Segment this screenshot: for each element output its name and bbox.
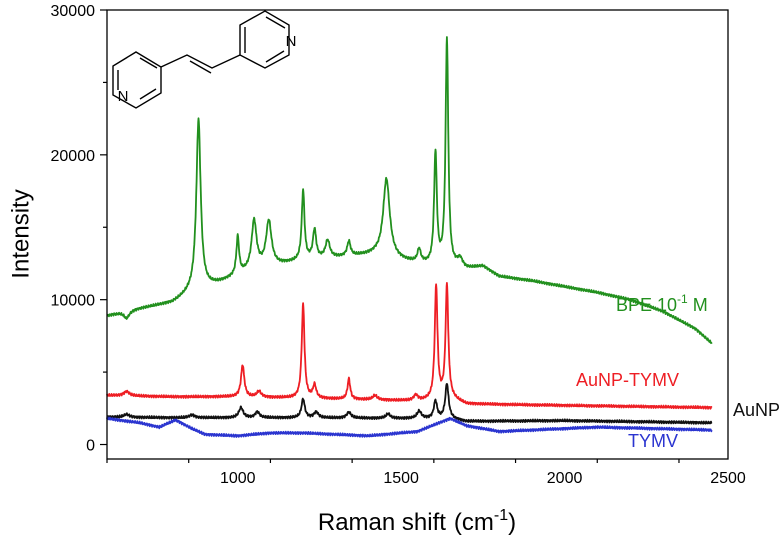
x-tick-label: 1500: [383, 470, 419, 487]
series-line-3: [106, 416, 713, 438]
y-tick-label: 0: [86, 438, 95, 455]
ring-right-double-bonds: [244, 16, 286, 63]
pyridine-ring-right: [239, 10, 290, 69]
x-axis-title-main: Raman shift: [318, 509, 446, 536]
x-axis-unit-close: ): [508, 509, 516, 536]
y-tick-label: 10000: [51, 293, 96, 310]
series-line-1: [106, 282, 713, 410]
axis-ticks: [100, 9, 680, 463]
series-line-0: [106, 36, 713, 345]
series-line-2: [106, 383, 713, 425]
bpe-structure: [112, 10, 290, 109]
ring-left-double-bonds: [117, 57, 158, 100]
x-tick-label: 1000: [220, 470, 256, 487]
x-tick-label: 2500: [710, 470, 746, 487]
y-tick-label: 30000: [51, 3, 96, 20]
series-label-aunp-tymv: AuNP-TYMV: [576, 370, 679, 390]
axis-tick-labels: 1000 1500 2000 2500 0 10000 20000 30000: [51, 3, 746, 487]
spectra-lines: [106, 36, 713, 438]
plot-area-frame: [106, 9, 729, 460]
atom-label-n-right: N: [286, 33, 297, 50]
atom-label-n-left: N: [118, 88, 129, 105]
series-label-bpe-main: BPE 10: [616, 295, 677, 315]
y-axis-title: Intensity: [7, 189, 34, 278]
series-label-tymv: TYMV: [628, 431, 678, 451]
series-label-bpe-exponent: -1: [677, 292, 688, 306]
x-tick-label: 2000: [547, 470, 583, 487]
series-label-bpe-unit: M: [688, 295, 708, 315]
y-tick-label: 20000: [51, 148, 96, 165]
x-axis-unit-exponent: -1: [494, 507, 508, 524]
x-axis-title: Raman shift (cm-1): [318, 507, 516, 536]
series-label-aunp: AuNP: [733, 400, 779, 420]
x-axis-unit-open: (cm: [454, 509, 494, 536]
series-label-bpe: BPE 10-1 M: [616, 292, 708, 315]
vinyl-bridge: [160, 54, 241, 74]
